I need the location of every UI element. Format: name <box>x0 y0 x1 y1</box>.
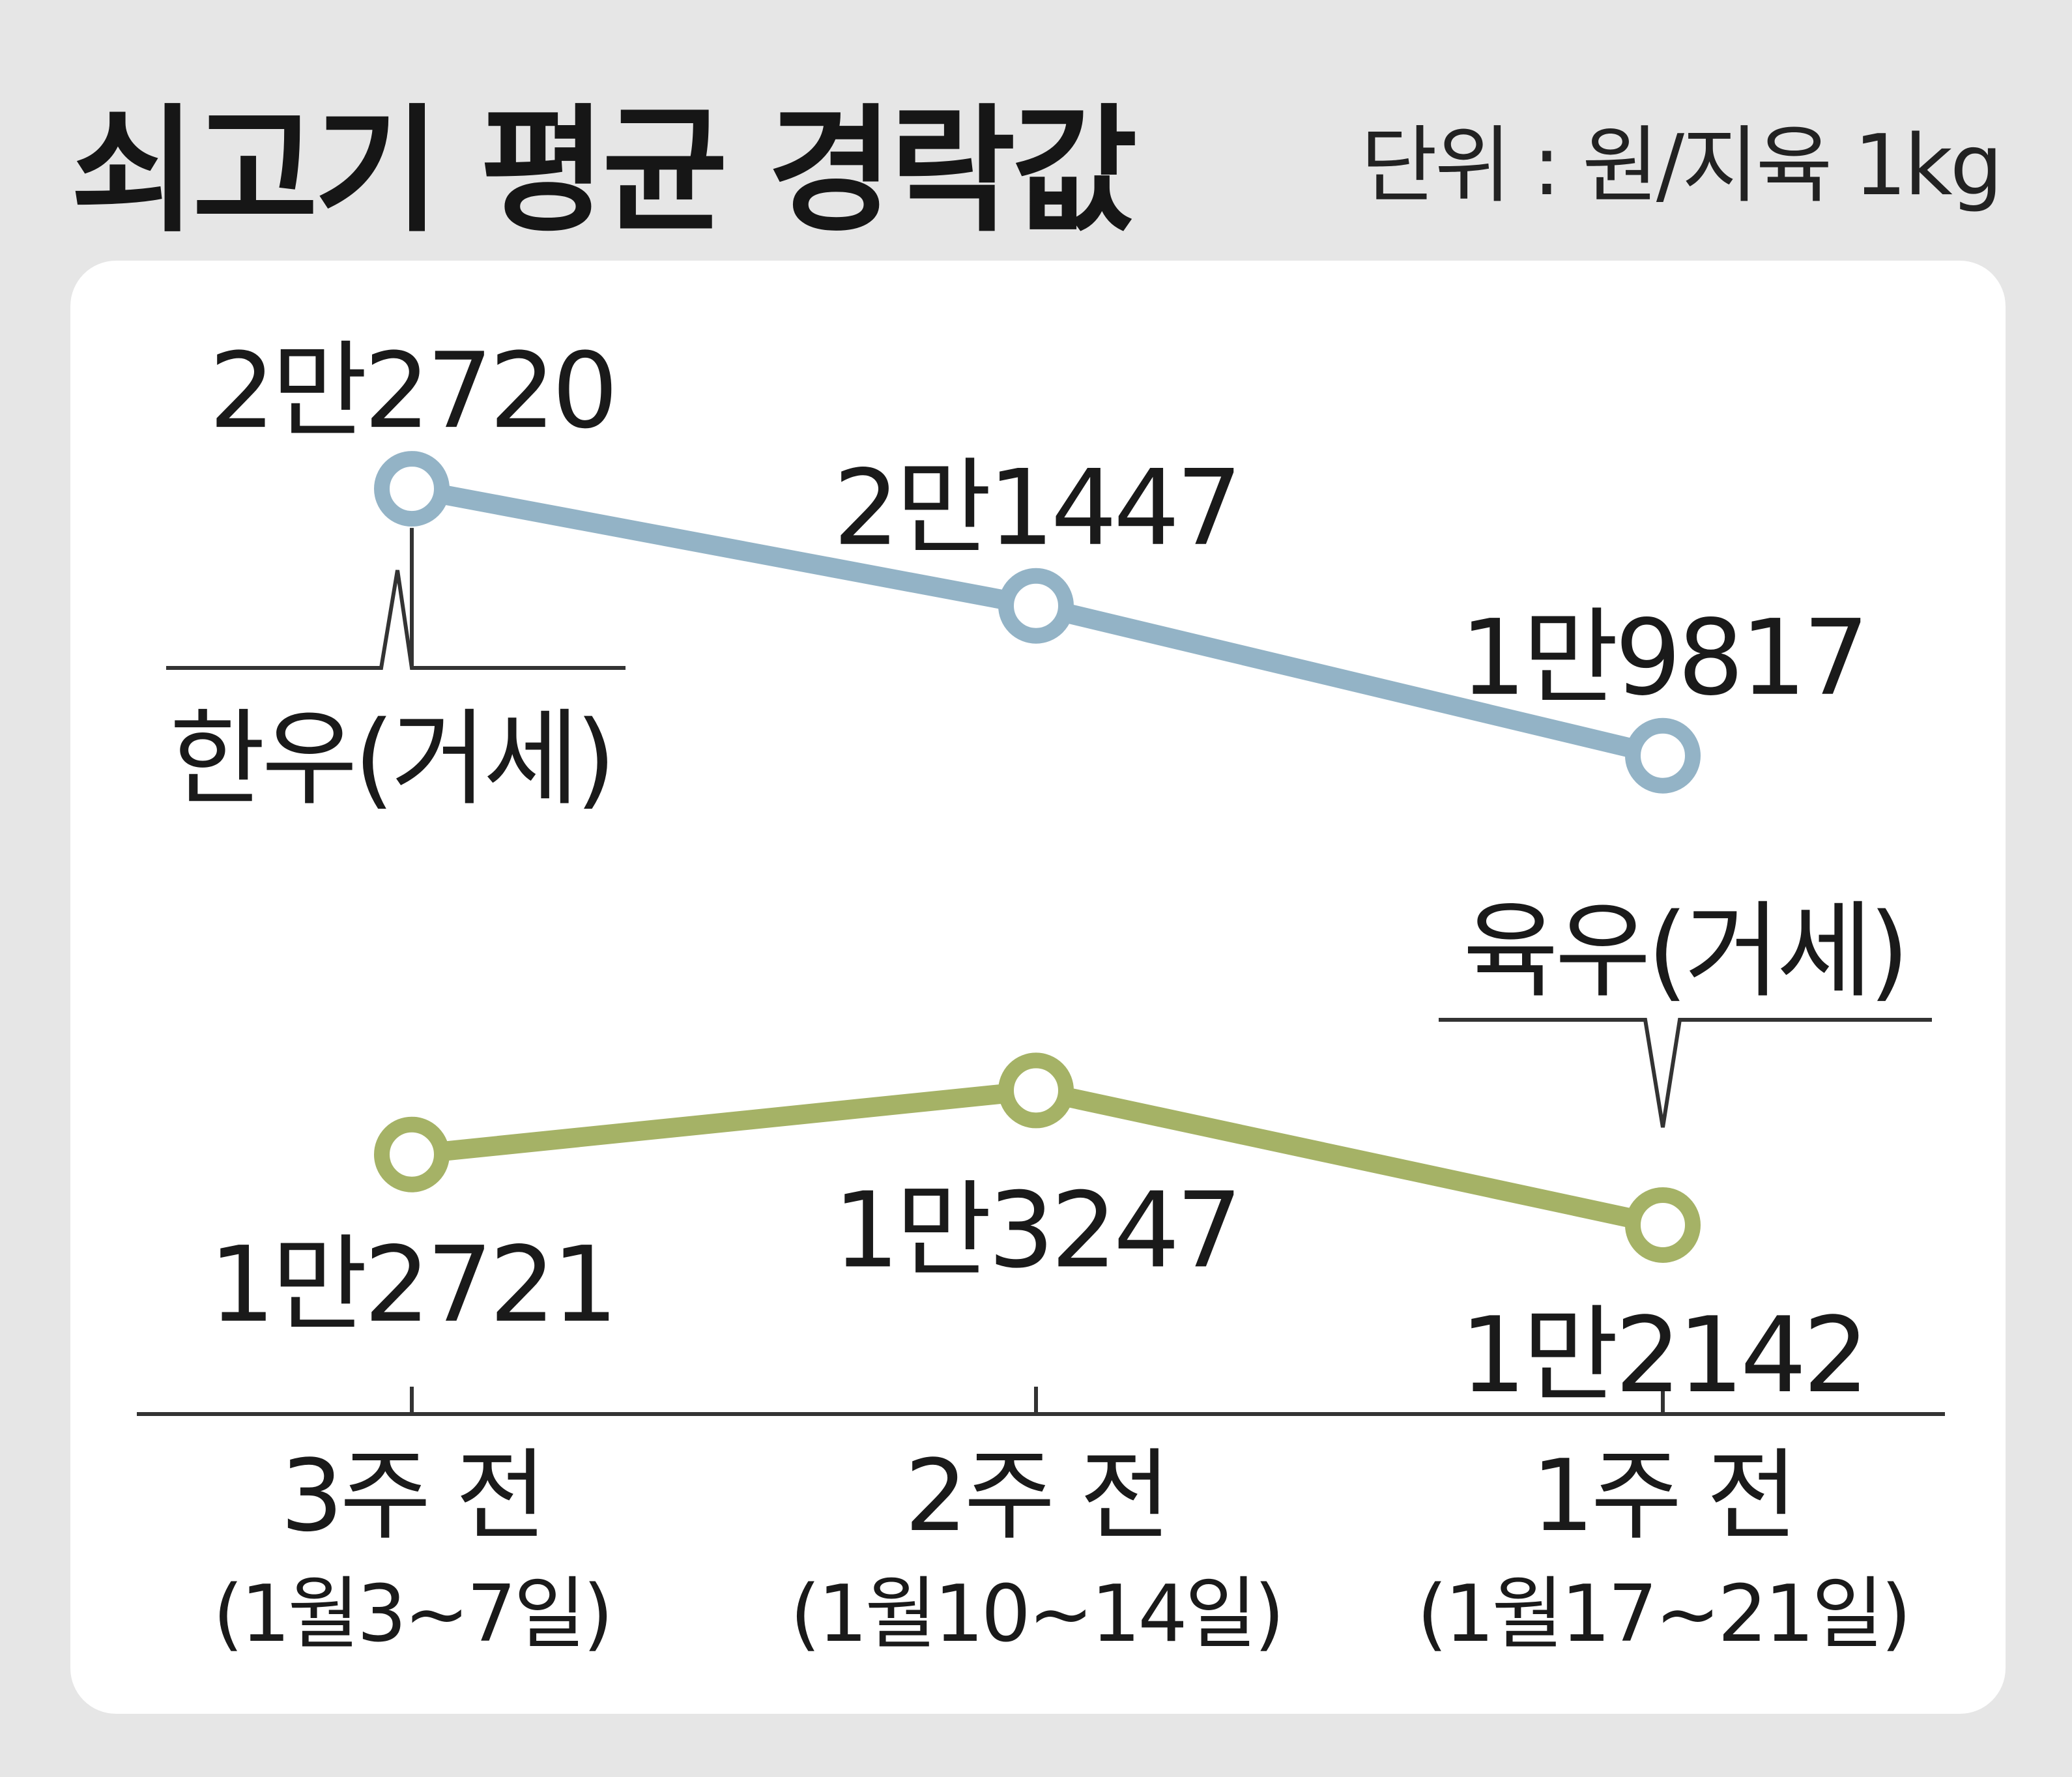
data-label: 1만3247 <box>833 1169 1239 1291</box>
data-point <box>998 1052 1074 1129</box>
x-tick-label: 3주 전 <box>280 1438 543 1553</box>
chart-title: 쇠고기 평균 경락값 <box>70 91 1138 251</box>
data-label: 1만2142 <box>1460 1294 1866 1416</box>
data-label: 1만2721 <box>209 1224 615 1346</box>
unit-label: 단위 : 원/지육 1kg <box>1360 117 2003 214</box>
data-point <box>374 1116 450 1192</box>
series-callout-line <box>1439 1018 1932 1128</box>
x-tick-sublabel: (1월10~14일) <box>790 1569 1282 1660</box>
data-point <box>1625 717 1701 794</box>
series-name-label: 육우(거세) <box>1463 890 1906 1012</box>
data-label: 2만1447 <box>833 447 1239 569</box>
data-point <box>374 451 450 527</box>
data-point <box>998 568 1074 644</box>
x-tick-label: 1주 전 <box>1531 1438 1794 1553</box>
data-point <box>1625 1187 1701 1263</box>
x-tick-label: 2주 전 <box>904 1438 1167 1553</box>
data-label: 2만2720 <box>209 330 615 452</box>
series-callout-line <box>166 570 626 670</box>
series-name-label: 한우(거세) <box>169 698 612 820</box>
x-tick-sublabel: (1월3~7일) <box>213 1569 611 1660</box>
data-label: 1만9817 <box>1460 597 1866 719</box>
x-tick-sublabel: (1월17~21일) <box>1417 1569 1909 1660</box>
